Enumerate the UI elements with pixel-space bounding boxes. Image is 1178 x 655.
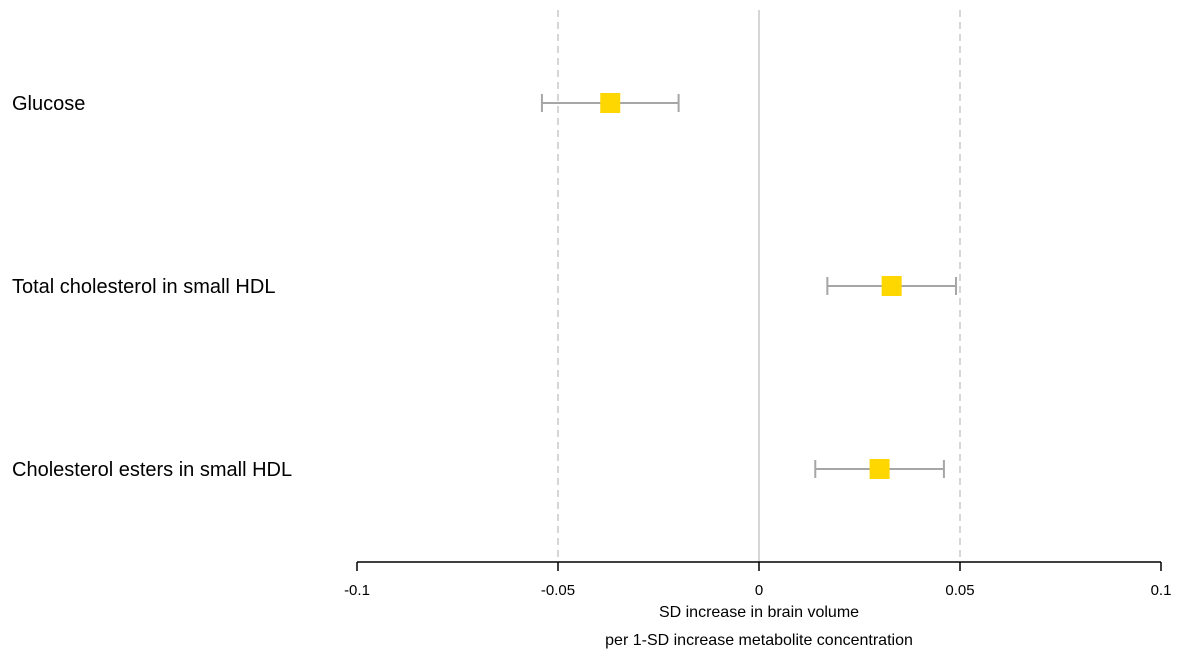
confidence-intervals (540, 93, 957, 479)
row-label: Total cholesterol in small HDL (12, 276, 275, 298)
ci-row (814, 459, 945, 479)
x-axis: -0.1 -0.05 0 0.05 0.1 (344, 561, 1172, 599)
x-axis-label-line1: SD increase in brain volume (659, 604, 859, 621)
row-label: Glucose (12, 93, 85, 115)
ci-row (826, 276, 957, 296)
x-tick-label: 0.1 (1151, 582, 1172, 599)
row-label: Cholesterol esters in small HDL (12, 459, 292, 481)
x-tick-label: -0.1 (344, 582, 370, 599)
x-tick-label: 0.05 (945, 582, 974, 599)
row-labels: Glucose Total cholesterol in small HDL Cho… (12, 93, 292, 481)
ci-row (540, 93, 680, 113)
x-tick-label: 0 (755, 582, 763, 599)
reference-lines (557, 10, 961, 562)
estimate-marker (600, 93, 621, 113)
estimate-marker (881, 276, 902, 296)
x-tick-label: -0.05 (541, 582, 575, 599)
x-axis-label-line2: per 1-SD increase metabolite concentrati… (605, 632, 913, 649)
estimate-marker (869, 459, 890, 479)
